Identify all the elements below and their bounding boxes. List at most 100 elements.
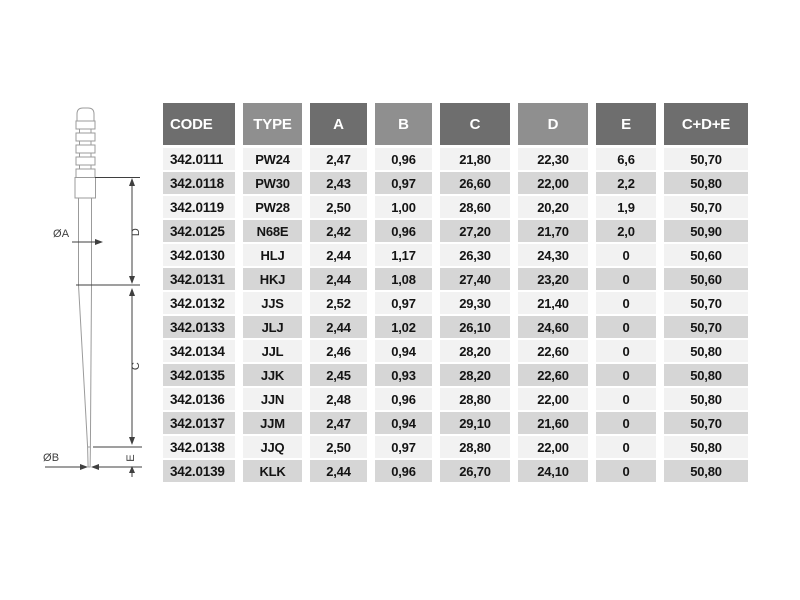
table-row: 342.0133 JLJ 2,44 1,02 26,10 24,60 0 50,70 [163,316,748,338]
table-cell: 0 [596,292,656,314]
table-cell: 24,60 [518,316,588,338]
table-cell: 0,97 [375,292,432,314]
table-cell: 2,44 [310,244,367,266]
table-cell: N68E [243,220,302,242]
table-cell: 22,00 [518,388,588,410]
arrow-right-icon [80,464,88,470]
needle-rib [75,132,96,142]
table-row: 342.0136 JJN 2,48 0,96 28,80 22,00 0 50,80 [163,388,748,410]
cell-code: 342.0130 [163,244,235,266]
column-header-e: E [596,103,656,145]
column-header-c: C [440,103,510,145]
table-cell: 1,00 [375,196,432,218]
table-cell: 26,10 [440,316,510,338]
column-header-code: CODE [163,103,235,145]
table-cell: 28,80 [440,388,510,410]
needle-technical-drawing: D C E ØA ØB [43,107,142,477]
table-cell: 22,60 [518,340,588,362]
cell-code: 342.0136 [163,388,235,410]
table-cell: 50,80 [664,340,748,362]
table-row: 342.0137 JJM 2,47 0,94 29,10 21,60 0 50,70 [163,412,748,434]
needle-notch [79,152,92,158]
table-cell: 24,10 [518,460,588,482]
table-cell: 0,96 [375,388,432,410]
table-cell: 1,17 [375,244,432,266]
table-cell: 0 [596,412,656,434]
table-cell: 1,08 [375,268,432,290]
table-cell: 29,30 [440,292,510,314]
table-cell: 2,52 [310,292,367,314]
table-cell: JJS [243,292,302,314]
table-row: 342.0111 PW24 2,47 0,96 21,80 22,30 6,6 50,70 [163,148,748,170]
needle-rib [75,120,96,130]
table-cell: 2,43 [310,172,367,194]
table-cell: 21,70 [518,220,588,242]
column-header-b: B [375,103,432,145]
arrow-up-icon [129,178,135,186]
table-cell: 22,30 [518,148,588,170]
cell-code: 342.0131 [163,268,235,290]
cell-code: 342.0134 [163,340,235,362]
table-cell: 2,48 [310,388,367,410]
needle-rib [75,156,96,166]
table-header-row: CODE TYPE A B C D E C+D+E [163,103,748,145]
table-cell: JLJ [243,316,302,338]
table-cell: 2,44 [310,316,367,338]
table-cell: 2,47 [310,412,367,434]
table-cell: PW24 [243,148,302,170]
arrow-right-icon [95,239,103,245]
table-cell: 0,96 [375,148,432,170]
table-cell: 2,2 [596,172,656,194]
table-cell: 2,42 [310,220,367,242]
column-header-d: D [518,103,588,145]
table-cell: 50,70 [664,148,748,170]
table-cell: 0 [596,268,656,290]
table-cell: KLK [243,460,302,482]
table-row: 342.0130 HLJ 2,44 1,17 26,30 24,30 0 50,60 [163,244,748,266]
cell-code: 342.0135 [163,364,235,386]
table-cell: 0 [596,436,656,458]
table-cell: 27,20 [440,220,510,242]
table-row: 342.0125 N68E 2,42 0,96 27,20 21,70 2,0 50,90 [163,220,748,242]
dimension-label-e: E [125,454,137,462]
table-cell: 22,00 [518,436,588,458]
needle-dome [76,107,95,122]
table-cell: 50,60 [664,244,748,266]
table-cell: 0 [596,316,656,338]
table-row: 342.0119 PW28 2,50 1,00 28,60 20,20 1,9 50,70 [163,196,748,218]
table-cell: 0,93 [375,364,432,386]
table-cell: 21,80 [440,148,510,170]
needle-taper [77,284,93,468]
table-cell: 26,60 [440,172,510,194]
table-cell: 20,20 [518,196,588,218]
table-cell: 0,94 [375,412,432,434]
table-cell: 28,80 [440,436,510,458]
table-cell: 50,90 [664,220,748,242]
table-cell: 28,20 [440,364,510,386]
cell-code: 342.0133 [163,316,235,338]
table-cell: 0 [596,460,656,482]
table-row: 342.0131 HKJ 2,44 1,08 27,40 23,20 0 50,60 [163,268,748,290]
table-cell: 23,20 [518,268,588,290]
table-cell: HKJ [243,268,302,290]
needle-base-block [74,177,96,199]
table-cell: 50,70 [664,316,748,338]
dimension-annotations: D C E ØA ØB [43,177,142,477]
table-cell: 1,02 [375,316,432,338]
table-cell: 2,0 [596,220,656,242]
cell-code: 342.0138 [163,436,235,458]
needle-outline [74,107,96,468]
table-cell: 0 [596,364,656,386]
arrow-down-icon [129,437,135,445]
needle-rib [75,144,96,154]
table-cell: 22,60 [518,364,588,386]
table-cell: 0,97 [375,436,432,458]
table-cell: 24,30 [518,244,588,266]
needle-notch [79,128,92,134]
table-cell: 1,9 [596,196,656,218]
table-cell: JJK [243,364,302,386]
table-cell: 29,10 [440,412,510,434]
table-cell: 50,70 [664,292,748,314]
table-cell: PW30 [243,172,302,194]
